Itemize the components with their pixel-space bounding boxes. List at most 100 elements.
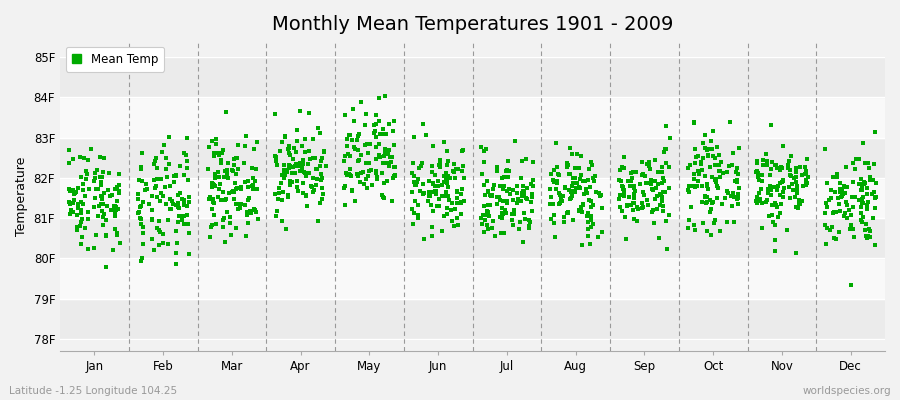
- Point: [700, 181, 715, 188]
- Point: [177, 202, 192, 209]
- Point: [74, 241, 88, 247]
- Point: [227, 196, 241, 202]
- Point: [629, 218, 643, 225]
- Point: [240, 212, 255, 218]
- Point: [497, 174, 511, 180]
- Point: [94, 201, 109, 207]
- Point: [655, 164, 670, 170]
- Point: [147, 177, 161, 183]
- Point: [795, 171, 809, 178]
- Point: [74, 207, 88, 214]
- Point: [90, 167, 104, 174]
- Point: [433, 164, 447, 170]
- Point: [550, 178, 564, 184]
- Point: [773, 210, 788, 217]
- Point: [481, 178, 495, 184]
- Point: [416, 181, 430, 187]
- Point: [87, 178, 102, 184]
- Point: [373, 154, 387, 161]
- Point: [368, 134, 382, 140]
- Point: [654, 180, 669, 186]
- Point: [754, 186, 769, 192]
- Point: [179, 221, 194, 227]
- Point: [441, 184, 455, 191]
- Point: [223, 219, 238, 226]
- Point: [714, 159, 728, 166]
- Point: [165, 198, 179, 204]
- Point: [682, 217, 697, 224]
- Point: [732, 184, 746, 191]
- Point: [286, 156, 301, 162]
- Point: [207, 153, 221, 159]
- Point: [624, 170, 638, 176]
- Point: [829, 236, 843, 242]
- Point: [770, 213, 785, 220]
- Point: [209, 140, 223, 147]
- Point: [640, 196, 654, 203]
- Point: [346, 143, 361, 150]
- Point: [756, 156, 770, 163]
- Point: [760, 197, 774, 203]
- Point: [835, 191, 850, 198]
- Point: [234, 184, 248, 190]
- Point: [454, 191, 469, 198]
- Point: [799, 155, 814, 162]
- Point: [495, 211, 509, 218]
- Point: [752, 190, 766, 196]
- Point: [440, 180, 454, 186]
- Point: [350, 171, 365, 177]
- Point: [456, 163, 471, 169]
- Point: [154, 190, 168, 196]
- Point: [227, 162, 241, 168]
- Point: [861, 160, 876, 166]
- Point: [524, 199, 538, 205]
- Point: [572, 184, 586, 191]
- Point: [69, 224, 84, 230]
- Point: [560, 164, 574, 170]
- Point: [302, 110, 317, 116]
- Point: [621, 178, 635, 184]
- Point: [293, 168, 308, 175]
- Point: [315, 196, 329, 202]
- Point: [350, 133, 365, 139]
- Point: [241, 178, 256, 184]
- Point: [727, 178, 742, 184]
- Point: [163, 196, 177, 202]
- Point: [612, 177, 626, 184]
- Point: [202, 144, 216, 150]
- Point: [501, 158, 516, 164]
- Point: [220, 167, 235, 173]
- Point: [224, 232, 238, 238]
- Point: [580, 210, 595, 216]
- Point: [626, 207, 640, 214]
- Point: [306, 136, 320, 142]
- Point: [382, 160, 396, 167]
- Point: [363, 141, 377, 147]
- Point: [573, 185, 588, 191]
- Point: [107, 203, 122, 209]
- Point: [659, 160, 673, 167]
- Point: [169, 172, 184, 179]
- Point: [843, 226, 858, 232]
- Point: [626, 169, 640, 176]
- Point: [710, 194, 724, 201]
- Point: [752, 197, 767, 204]
- Point: [91, 213, 105, 220]
- Point: [554, 196, 568, 202]
- Point: [860, 206, 875, 212]
- Point: [482, 213, 496, 219]
- Point: [309, 166, 323, 172]
- Point: [772, 191, 787, 198]
- Point: [455, 147, 470, 153]
- Point: [703, 209, 717, 216]
- Point: [166, 179, 181, 185]
- Point: [375, 194, 390, 200]
- Point: [580, 233, 595, 239]
- Point: [232, 204, 247, 211]
- Point: [862, 177, 877, 184]
- Point: [519, 195, 534, 202]
- Point: [274, 180, 288, 186]
- Point: [770, 187, 784, 194]
- Point: [700, 183, 715, 190]
- Point: [440, 204, 454, 211]
